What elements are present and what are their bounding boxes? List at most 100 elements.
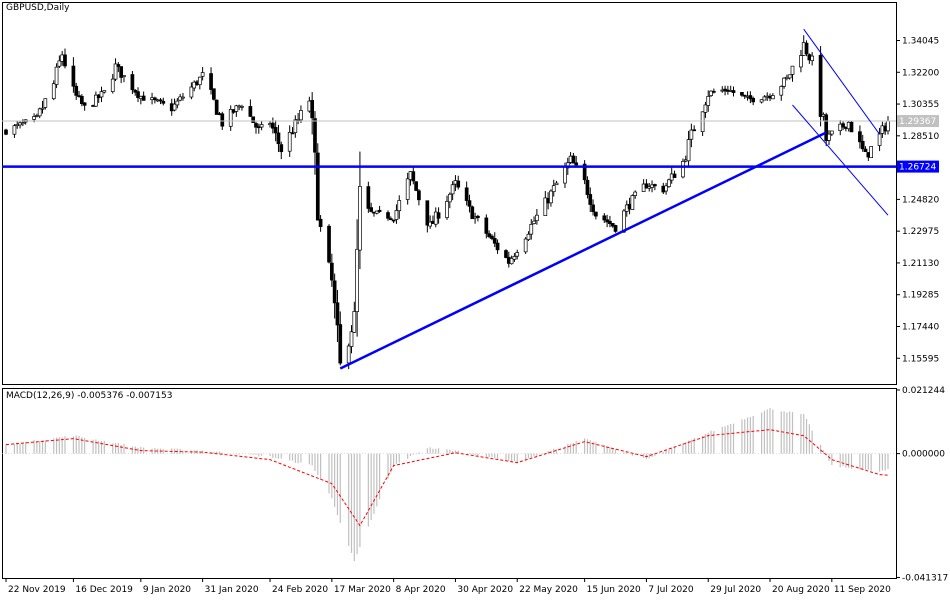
- candle-body: [374, 210, 379, 214]
- candle-body: [189, 86, 194, 98]
- candle-body: [161, 100, 166, 104]
- candle-body: [526, 233, 531, 240]
- candle-body: [276, 132, 281, 145]
- macd-axis-label: 0.000000: [902, 450, 945, 460]
- candle-body: [742, 94, 747, 97]
- candle-body: [349, 331, 354, 347]
- trendline-falling-channel-upper: [803, 28, 880, 135]
- candle-body: [523, 238, 528, 253]
- candle-body: [585, 179, 590, 195]
- candle-body: [352, 311, 357, 333]
- date-axis-label: 24 Feb 2020: [272, 585, 328, 595]
- candle-body: [535, 214, 539, 222]
- date-axis-label: 16 Dec 2019: [75, 585, 133, 595]
- candle-body: [346, 345, 351, 364]
- candle-body: [571, 155, 576, 164]
- date-axis-label: 31 Jan 2020: [205, 585, 259, 595]
- candle-body: [220, 113, 225, 127]
- candle-body: [310, 100, 315, 119]
- macd-axis-label: 0.021244: [902, 386, 945, 396]
- date-axis-label: 8 Apr 2020: [396, 585, 446, 595]
- candle-body: [254, 123, 258, 128]
- candle-body: [549, 190, 553, 204]
- candle-body: [706, 96, 711, 106]
- candle-body: [594, 211, 598, 217]
- candle-body: [37, 108, 42, 117]
- candle-body: [515, 252, 520, 257]
- candle-body: [228, 109, 233, 127]
- price-axis-label: 1.24820: [902, 195, 939, 205]
- price-axis-label: 1.34045: [902, 36, 939, 46]
- candle-body: [397, 200, 402, 212]
- candle-body: [622, 210, 626, 233]
- candles-group: [4, 35, 890, 370]
- candle-body: [82, 102, 87, 106]
- candle-body: [689, 129, 694, 140]
- candle-body: [141, 95, 146, 101]
- candle-body: [804, 42, 809, 54]
- candle-body: [731, 90, 736, 93]
- candle-body: [582, 163, 587, 181]
- candle-body: [4, 129, 8, 135]
- candle-body: [12, 125, 17, 135]
- candle-body: [574, 162, 579, 166]
- candle-body: [366, 186, 371, 209]
- candle-body: [130, 74, 135, 91]
- support-price-tag-bg: [897, 160, 939, 173]
- candle-body: [94, 94, 98, 107]
- date-axis-label: 20 Aug 2020: [772, 585, 830, 595]
- candle-body: [40, 107, 45, 110]
- candle-body: [251, 116, 256, 123]
- candle-body: [32, 116, 36, 120]
- candle-body: [608, 220, 612, 225]
- candle-body: [79, 95, 84, 104]
- candle-body: [175, 100, 180, 106]
- candle-body: [110, 78, 115, 92]
- price-axis-label: 1.21130: [902, 259, 939, 269]
- candle-body: [119, 66, 124, 78]
- candle-body: [653, 184, 657, 187]
- candle-body: [563, 166, 567, 184]
- candle-body: [605, 219, 609, 223]
- candle-body: [770, 95, 775, 100]
- candle-body: [692, 129, 697, 132]
- candle-body: [630, 195, 635, 210]
- price-axis-label: 1.19285: [902, 291, 939, 301]
- candle-body: [681, 161, 685, 178]
- candle-body: [829, 130, 834, 135]
- candle-body: [197, 76, 202, 86]
- candle-body: [54, 66, 59, 85]
- candle-body: [490, 235, 494, 239]
- candle-body: [21, 122, 25, 125]
- candle-body: [464, 187, 469, 201]
- candle-body: [63, 54, 67, 67]
- current-price-tag: 1.29367: [899, 117, 936, 127]
- candle-body: [369, 207, 374, 212]
- date-axis-label: 11 Sep 2020: [834, 585, 891, 595]
- support-price-tag: 1.26724: [899, 163, 936, 173]
- candle-body: [529, 223, 534, 235]
- candle-body: [388, 218, 393, 220]
- candle-body: [450, 184, 455, 195]
- macd-signal-line: [5, 429, 889, 527]
- candle-body: [315, 152, 320, 221]
- candle-body: [133, 89, 138, 93]
- candle-body: [391, 219, 396, 222]
- candle-body: [790, 65, 795, 75]
- candle-body: [158, 99, 163, 102]
- price-panel-frame: [2, 2, 897, 385]
- current-price-tag-bg: [897, 115, 939, 128]
- candle-body: [270, 122, 275, 129]
- candle-body: [644, 183, 649, 189]
- candle-body: [554, 182, 559, 186]
- candle-body: [613, 225, 618, 232]
- price-axis-label: 1.30355: [902, 100, 939, 110]
- candle-body: [863, 148, 868, 152]
- candle-body: [428, 221, 432, 227]
- candle-body: [234, 105, 239, 112]
- candle-body: [470, 206, 475, 220]
- candle-body: [748, 95, 753, 100]
- candle-body: [751, 97, 756, 103]
- candle-body: [436, 212, 441, 219]
